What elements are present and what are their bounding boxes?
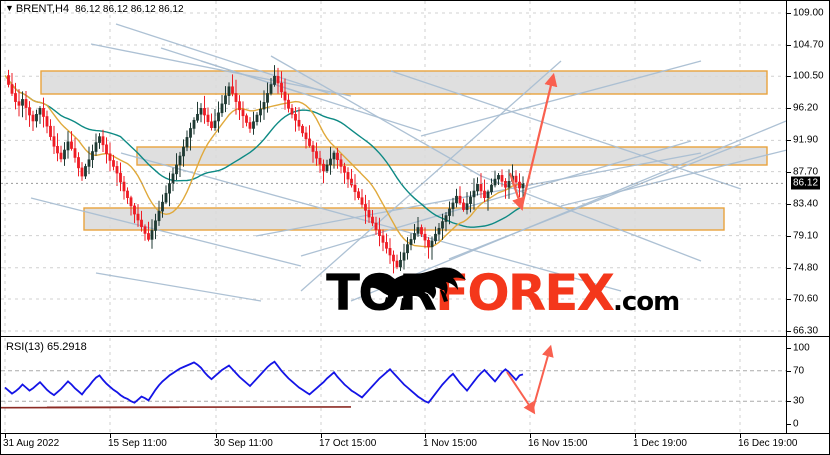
date-axis-tick bbox=[740, 434, 741, 438]
rsi-axis-label: 100 bbox=[793, 342, 810, 354]
date-axis-label: 15 Sep 11:00 bbox=[108, 438, 167, 449]
date-axis-tick bbox=[216, 434, 217, 438]
date-axis-tick bbox=[321, 434, 322, 438]
rsi-chart-canvas bbox=[1, 338, 786, 433]
price-axis-label: 96.20 bbox=[793, 102, 819, 114]
price-axis-tick bbox=[787, 331, 791, 332]
price-axis-tick bbox=[787, 45, 791, 47]
date-axis-label: 1 Dec 19:00 bbox=[633, 438, 687, 449]
chart-symbol-header: ▼ BRENT,H4 86.12 86.12 86.12 86.12 bbox=[5, 3, 184, 15]
price-chart-canvas bbox=[1, 1, 786, 336]
price-axis-tick bbox=[787, 235, 791, 237]
price-axis-tick bbox=[787, 298, 791, 300]
price-axis-label: 70.60 bbox=[793, 293, 819, 305]
rsi-axis-tick bbox=[787, 401, 791, 403]
price-axis-tick bbox=[787, 171, 791, 173]
price-axis-label: 79.10 bbox=[793, 230, 819, 242]
price-axis-tick bbox=[787, 140, 791, 142]
price-axis-label: 87.70 bbox=[793, 166, 819, 178]
rsi-axis[interactable]: 100 70 30 0 bbox=[787, 338, 829, 433]
price-chart-pane[interactable] bbox=[1, 1, 786, 336]
price-axis[interactable]: 109.00 104.70 100.50 96.20 91.90 87.70 83.40 79… bbox=[787, 1, 829, 337]
date-axis-label: 1 Nov 15:00 bbox=[423, 438, 477, 449]
price-axis-label: 109.00 bbox=[793, 7, 824, 19]
date-axis-tick bbox=[110, 434, 111, 438]
symbol-label: BRENT,H4 bbox=[15, 3, 70, 15]
ohlc-values: 86.12 86.12 86.12 86.12 bbox=[75, 4, 184, 15]
rsi-axis-label: 0 bbox=[793, 418, 799, 430]
price-axis-label: 100.50 bbox=[793, 70, 824, 82]
price-axis-label: 66.30 bbox=[793, 325, 819, 337]
pane-divider bbox=[1, 336, 829, 337]
price-axis-label: 104.70 bbox=[793, 39, 824, 51]
rsi-axis-tick bbox=[787, 348, 791, 349]
date-axis-tick bbox=[530, 434, 531, 438]
price-axis-tick bbox=[787, 267, 791, 269]
date-axis-tick bbox=[425, 434, 426, 438]
date-axis-label: 16 Nov 15:00 bbox=[528, 438, 588, 449]
price-axis-label: 83.40 bbox=[793, 198, 819, 210]
price-axis-tick bbox=[787, 76, 791, 78]
rsi-axis-tick bbox=[787, 370, 791, 372]
date-axis-label: 30 Sep 11:00 bbox=[214, 438, 273, 449]
rsi-axis-label: 70 bbox=[793, 365, 805, 377]
date-axis-label: 17 Oct 15:00 bbox=[319, 438, 377, 449]
triangle-down-icon[interactable]: ▼ bbox=[5, 3, 14, 13]
rsi-indicator-pane[interactable]: RSI(13) 65.2918 bbox=[1, 338, 786, 433]
price-axis-tick bbox=[787, 13, 791, 14]
price-axis-label: 91.90 bbox=[793, 134, 819, 146]
rsi-axis-label: 30 bbox=[793, 395, 805, 407]
date-axis[interactable]: 31 Aug 2022 15 Sep 11:00 30 Sep 11:00 17 Oc… bbox=[1, 434, 798, 454]
price-axis-tick bbox=[787, 203, 791, 205]
date-axis-label: 16 Dec 19:00 bbox=[738, 438, 798, 449]
current-price-badge: 86.12 bbox=[791, 176, 821, 190]
rsi-axis-tick bbox=[787, 424, 791, 425]
axis-divider bbox=[786, 1, 787, 433]
rsi-label: RSI(13) 65.2918 bbox=[6, 341, 87, 353]
date-axis-tick bbox=[5, 434, 6, 438]
date-axis-tick bbox=[635, 434, 636, 438]
date-axis-label: 31 Aug 2022 bbox=[3, 438, 60, 449]
price-axis-label: 74.80 bbox=[793, 262, 819, 274]
price-axis-tick bbox=[787, 108, 791, 110]
pane-divider-bottom bbox=[1, 433, 829, 434]
